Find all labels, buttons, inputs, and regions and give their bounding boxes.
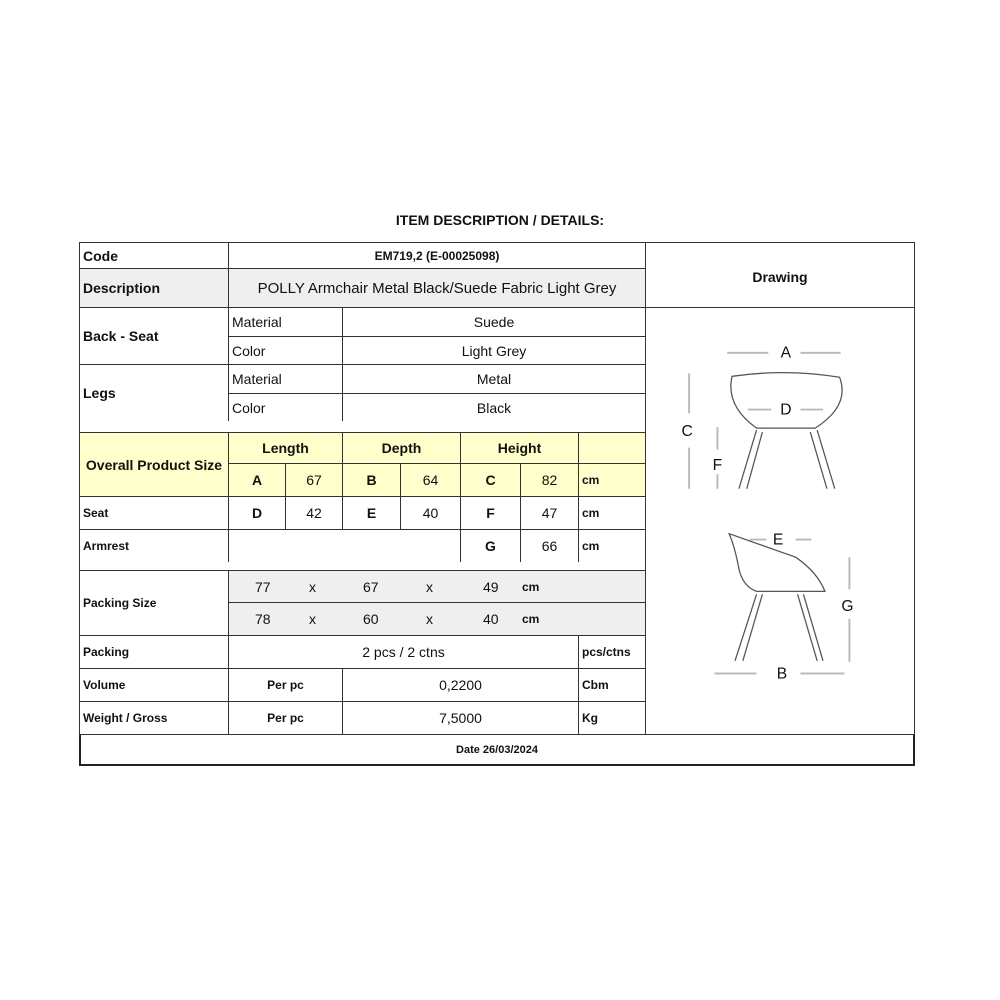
legs-material: Metal (342, 364, 646, 394)
pack2-depth: 60 (363, 611, 379, 627)
seat-label: Seat (79, 496, 229, 530)
weight-value: 7,5000 (342, 701, 579, 735)
drawing-cell: A B C D E F G (645, 307, 915, 735)
dim-c-letter: C (460, 463, 521, 497)
back-seat-material-label: Material (228, 307, 343, 337)
dim-f-value: 47 (520, 496, 579, 530)
dim-g-value: 66 (520, 529, 579, 563)
back-seat-color-label: Color (228, 336, 343, 365)
dim-e-value: 40 (400, 496, 461, 530)
unit-header (578, 432, 646, 464)
packing-label: Packing (79, 635, 229, 669)
dim-d-value: 42 (285, 496, 343, 530)
packing-value: 2 pcs / 2 ctns (228, 635, 579, 669)
height-header: Height (460, 432, 579, 464)
pack2-x2: x (426, 611, 433, 627)
description-value: POLLY Armchair Metal Black/Suede Fabric … (228, 268, 646, 308)
back-seat-material: Suede (342, 307, 646, 337)
separator (79, 562, 646, 571)
dim-label-d: D (780, 401, 791, 418)
armrest-label: Armrest (79, 529, 229, 563)
pack2-length: 78 (255, 611, 271, 627)
legs-label: Legs (79, 364, 229, 422)
dim-b-value: 64 (400, 463, 461, 497)
dim-e-letter: E (342, 496, 401, 530)
pack2-unit: cm (522, 612, 540, 626)
dim-label-f: F (713, 457, 723, 474)
pack1-height: 49 (483, 578, 499, 595)
dim-label-e: E (773, 531, 783, 548)
code-label: Code (79, 242, 229, 269)
weight-label: Weight / Gross (79, 701, 229, 735)
separator (79, 421, 646, 433)
volume-unit: Cbm (578, 668, 646, 702)
dim-a-letter: A (228, 463, 286, 497)
packing-unit: pcs/ctns (578, 635, 646, 669)
pack1-x2: x (426, 578, 433, 595)
packing-size-row: 78 x 60 x 40 cm (228, 602, 646, 636)
dim-label-b: B (777, 665, 787, 682)
pack1-length: 77 (255, 578, 271, 595)
dim-label-c: C (681, 423, 692, 440)
document-title: ITEM DESCRIPTION / DETAILS: (395, 212, 605, 228)
code-value: EM719,2 (E-00025098) (228, 242, 646, 269)
armrest-empty (228, 529, 461, 563)
legs-color-label: Color (228, 393, 343, 422)
length-header: Length (228, 432, 343, 464)
overall-unit: cm (578, 463, 646, 497)
description-label: Description (79, 268, 229, 308)
armrest-unit: cm (578, 529, 646, 563)
weight-unit: Kg (578, 701, 646, 735)
back-seat-color: Light Grey (342, 336, 646, 365)
legs-material-label: Material (228, 364, 343, 394)
volume-value: 0,2200 (342, 668, 579, 702)
depth-header: Depth (342, 432, 461, 464)
pack1-unit: cm (522, 579, 540, 594)
dim-c-value: 82 (520, 463, 579, 497)
dim-f-letter: F (460, 496, 521, 530)
dim-g-letter: G (460, 529, 521, 563)
pack2-height: 40 (483, 611, 499, 627)
seat-unit: cm (578, 496, 646, 530)
volume-label: Volume (79, 668, 229, 702)
pack1-depth: 67 (363, 578, 379, 595)
back-seat-label: Back - Seat (79, 307, 229, 365)
legs-color: Black (342, 393, 646, 422)
dim-label-g: G (841, 598, 853, 615)
weight-per: Per pc (228, 701, 343, 735)
packing-size-label: Packing Size (79, 570, 229, 636)
pack2-x: x (309, 611, 316, 627)
dim-d-letter: D (228, 496, 286, 530)
packing-size-row: 77 x 67 x 49 cm (228, 570, 646, 603)
dim-a-value: 67 (285, 463, 343, 497)
pack1-x: x (309, 578, 316, 595)
dim-b-letter: B (342, 463, 401, 497)
dim-label-a: A (781, 345, 792, 362)
overall-size-label: Overall Product Size (79, 432, 229, 497)
drawing-label: Drawing (645, 242, 915, 308)
volume-per: Per pc (228, 668, 343, 702)
chair-drawing: A B C D E F G (681, 345, 853, 683)
date-text: Date 26/03/2024 (79, 734, 915, 766)
